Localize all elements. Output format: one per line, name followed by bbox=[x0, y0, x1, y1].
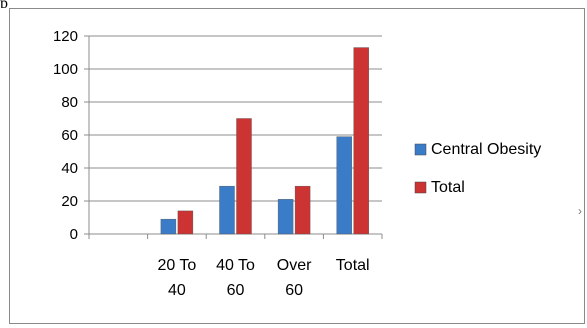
bar bbox=[278, 199, 293, 234]
x-tick-label: 60 bbox=[285, 282, 303, 299]
bar bbox=[337, 137, 352, 234]
bar-chart: 0 20 40 60 80 100 120 20 To 40 40 To 60 Over 60 Total… bbox=[10, 9, 584, 323]
x-tick-label: 60 bbox=[227, 282, 245, 299]
bar bbox=[295, 186, 310, 234]
bar bbox=[354, 48, 369, 234]
y-tick-label: 60 bbox=[61, 127, 78, 144]
x-tick-label: Total bbox=[336, 257, 370, 274]
legend: Central Obesity Total bbox=[415, 141, 541, 196]
page-text-fragment: p bbox=[0, 0, 40, 8]
bar bbox=[178, 211, 193, 234]
x-tick-label: 40 bbox=[168, 282, 186, 299]
y-tick-label: 120 bbox=[53, 28, 78, 45]
bar bbox=[220, 186, 235, 234]
legend-swatch bbox=[415, 144, 426, 155]
y-tick-label: 40 bbox=[61, 160, 78, 177]
legend-label: Total bbox=[431, 179, 465, 196]
x-tick-label: Over bbox=[277, 257, 312, 274]
chart-frame: 0 20 40 60 80 100 120 20 To 40 40 To 60 Over 60 Total… bbox=[9, 8, 585, 324]
bars bbox=[161, 48, 369, 234]
x-tick-label: 20 To bbox=[157, 257, 196, 274]
y-tick-label: 100 bbox=[53, 61, 78, 78]
legend-label: Central Obesity bbox=[431, 141, 541, 158]
x-tick-label: 40 To bbox=[216, 257, 255, 274]
y-tick-label: 0 bbox=[70, 226, 78, 243]
bar bbox=[237, 119, 252, 235]
y-tick-label: 80 bbox=[61, 94, 78, 111]
legend-swatch bbox=[415, 182, 426, 193]
bar bbox=[161, 219, 176, 234]
edge-mark: › bbox=[578, 204, 582, 218]
y-tick-label: 20 bbox=[61, 193, 78, 210]
